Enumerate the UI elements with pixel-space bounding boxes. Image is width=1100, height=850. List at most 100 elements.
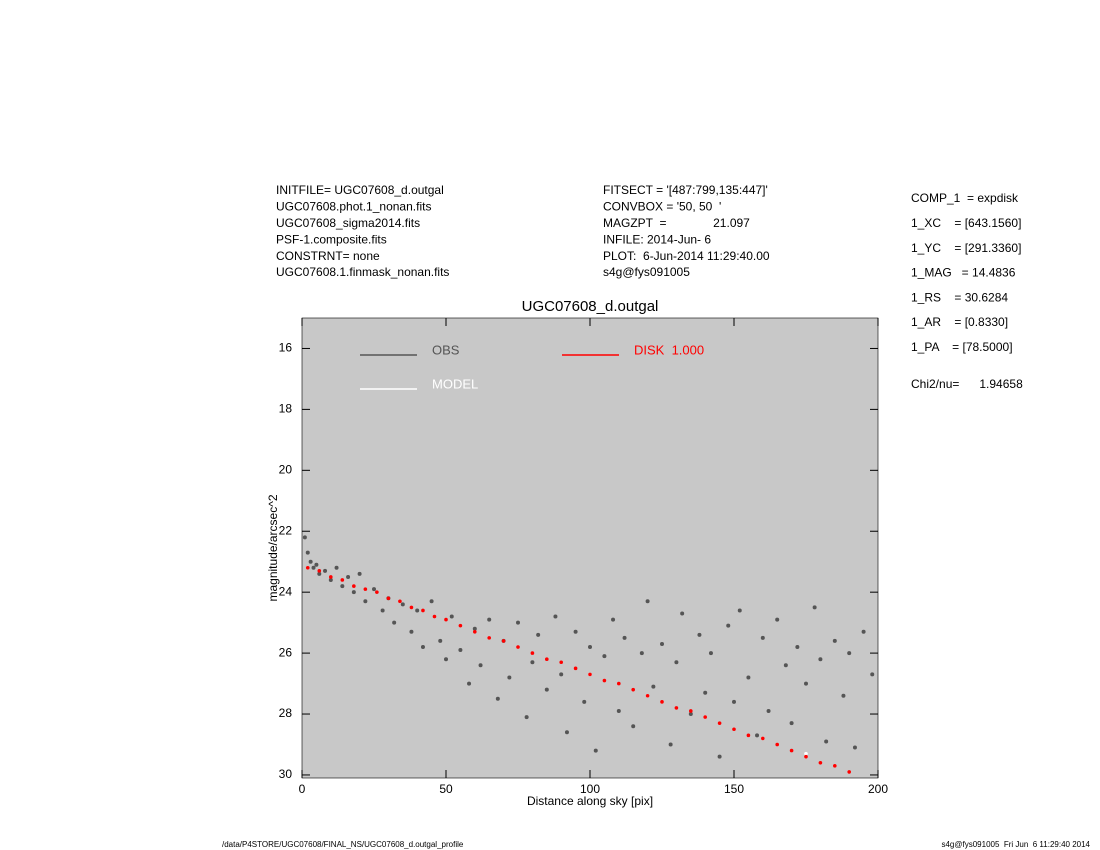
x-tick-label: 150 — [724, 782, 744, 796]
data-point — [680, 611, 685, 616]
data-point — [651, 684, 656, 689]
data-point — [449, 614, 454, 619]
data-point — [536, 632, 541, 637]
data-point — [409, 605, 414, 610]
data-point — [674, 706, 679, 710]
header-middle-line: CONVBOX = '50, 50 ' — [603, 200, 721, 214]
data-point — [530, 651, 535, 655]
data-point — [501, 639, 506, 643]
data-point — [775, 742, 779, 747]
data-point — [789, 721, 794, 726]
chi2: Chi2/nu= 1.94658 — [911, 377, 1023, 391]
data-point — [732, 727, 736, 732]
data-point — [717, 754, 722, 759]
data-point — [386, 596, 391, 601]
y-tick-label: 20 — [279, 462, 293, 476]
data-point — [302, 535, 307, 540]
data-point — [755, 733, 760, 738]
data-point — [357, 571, 362, 576]
header-middle-line: s4g@fys091005 — [603, 265, 690, 279]
data-point — [564, 730, 569, 735]
data-point — [617, 681, 621, 686]
data-point — [861, 629, 866, 634]
data-point — [573, 666, 578, 671]
data-point — [783, 663, 788, 668]
data-point — [334, 565, 339, 570]
footer-right: s4g@fys091005 Fri Jun 6 11:29:40 2014 — [941, 840, 1090, 849]
data-point — [317, 569, 322, 573]
header-right-line: 1_XC = [643.1560] — [911, 216, 1021, 230]
data-point — [732, 699, 736, 704]
data-point — [660, 700, 664, 704]
data-point — [432, 614, 437, 619]
data-point — [409, 629, 414, 634]
data-point — [804, 681, 808, 686]
data-point — [375, 590, 379, 594]
data-point — [824, 739, 829, 744]
data-point — [812, 605, 817, 610]
data-point — [804, 754, 808, 759]
data-point — [847, 651, 852, 656]
data-point — [622, 635, 627, 640]
data-point — [760, 635, 765, 640]
data-point — [852, 745, 857, 750]
data-point — [444, 617, 448, 622]
y-tick-label: 22 — [279, 523, 293, 537]
data-point — [818, 657, 823, 662]
data-point — [467, 681, 472, 686]
data-point — [363, 599, 368, 604]
data-point — [870, 672, 875, 677]
data-point — [351, 590, 356, 595]
data-point — [703, 690, 708, 695]
data-point — [645, 693, 650, 698]
header-left-line: UGC07608_sigma2014.fits — [276, 216, 420, 230]
data-point — [818, 760, 823, 765]
header-right-line: 1_RS = 30.6284 — [911, 290, 1008, 304]
data-point — [660, 641, 664, 646]
legend-label: MODEL — [432, 376, 478, 391]
data-point — [392, 620, 397, 625]
chart-title: UGC07608_d.outgal — [522, 298, 659, 315]
data-point — [795, 645, 800, 650]
data-point — [761, 736, 765, 741]
data-point — [317, 571, 322, 576]
data-point — [415, 608, 420, 613]
legend-label: DISK 1.000 — [634, 342, 704, 357]
data-point — [775, 617, 780, 622]
data-point — [478, 663, 483, 668]
header-middle-line: PLOT: 6-Jun-2014 11:29:40.00 — [603, 249, 770, 263]
data-point — [582, 699, 587, 704]
data-point — [545, 657, 549, 661]
data-point — [380, 608, 385, 613]
header-left-line: PSF-1.composite.fits — [276, 232, 387, 246]
legend-label: OBS — [432, 342, 460, 357]
data-point — [697, 632, 702, 637]
data-point — [516, 645, 520, 649]
data-point — [833, 764, 837, 768]
data-point — [593, 748, 598, 753]
data-point — [328, 577, 333, 582]
y-axis-label: magnitude/arcsec^2 — [266, 494, 280, 601]
data-point — [420, 645, 425, 650]
data-point — [616, 708, 621, 713]
header-left-line: CONSTRNT= none — [276, 249, 380, 263]
y-tick-label: 18 — [279, 402, 293, 416]
data-point — [841, 693, 846, 698]
y-tick-label: 24 — [279, 584, 293, 598]
data-point — [703, 715, 707, 719]
data-point — [559, 672, 564, 677]
data-point — [438, 638, 443, 643]
x-tick-label: 100 — [580, 782, 600, 796]
data-point — [832, 638, 837, 643]
data-point — [588, 672, 592, 677]
header-middle-line: MAGZPT = 21.097 — [603, 216, 750, 230]
data-point — [804, 751, 808, 756]
data-point — [602, 654, 607, 659]
data-point — [458, 648, 463, 653]
data-point — [398, 599, 402, 604]
header-middle-line: FITSECT = '[487:799,135:447]' — [603, 183, 768, 197]
header-right-line: 1_MAG = 14.4836 — [911, 266, 1016, 280]
data-point — [311, 565, 316, 570]
data-point — [487, 636, 492, 640]
